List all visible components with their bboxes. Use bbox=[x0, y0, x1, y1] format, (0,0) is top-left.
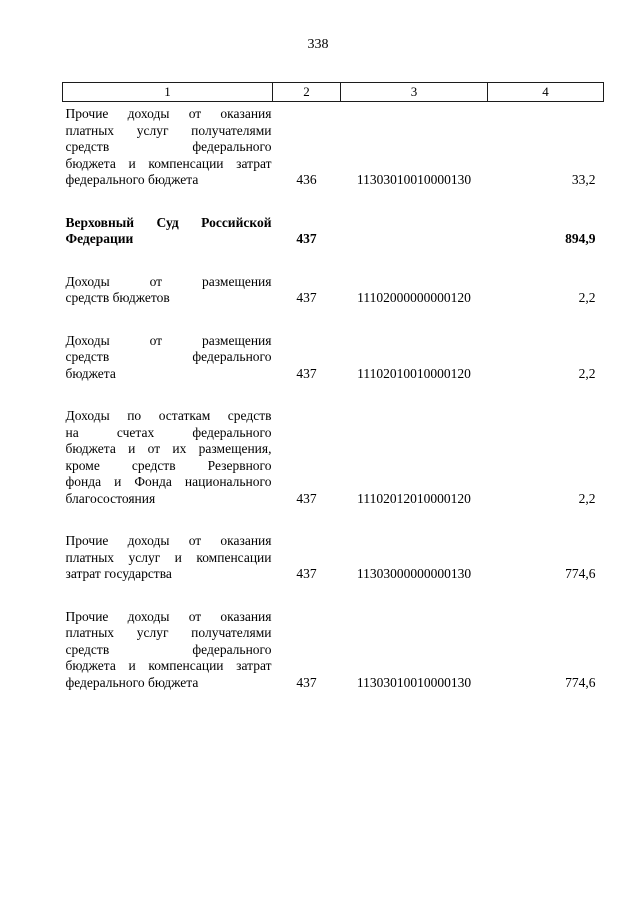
revenue-name-line: платных услуг получателями bbox=[65, 625, 272, 640]
amount-cell: 33,2 bbox=[571, 172, 596, 187]
revenue-name-line: Прочие доходы от оказания bbox=[65, 533, 272, 548]
table-row: Прочие доходы от оказания платных услуг п… bbox=[63, 102, 604, 189]
revenue-name-line: средств бюджетов bbox=[65, 290, 170, 305]
revenue-name-line: на счетах федерального bbox=[65, 424, 272, 440]
revenue-name-line: федерального бюджета bbox=[65, 172, 199, 187]
revenue-name-line: бюджета и компенсации затрат bbox=[65, 658, 272, 673]
header-col-1: 1 bbox=[62, 82, 273, 102]
revenue-name-line: затрат государства bbox=[65, 566, 172, 581]
amount-cell: 2,2 bbox=[578, 365, 596, 381]
revenue-name-cell: Верховный Суд Российской Федерации bbox=[63, 189, 273, 248]
revenue-name-line: федерального бюджета bbox=[65, 674, 199, 690]
revenue-name-cell: Прочие доходы от оказания платных услуг и… bbox=[63, 507, 273, 583]
revenue-name-line: платных услуг и компенсации bbox=[65, 549, 272, 565]
header-col-2: 2 bbox=[272, 82, 341, 102]
revenue-name-line: бюджета и от их размещения, bbox=[65, 441, 272, 456]
budget-class-code-cell: 11102012010000120 bbox=[357, 490, 471, 506]
revenue-name-line: средств федерального bbox=[65, 641, 272, 657]
table-header-row: 1 2 3 4 bbox=[62, 82, 604, 102]
table-row: Верховный Суд Российской Федерации 437 89… bbox=[63, 189, 604, 248]
budget-class-code-cell: 11102010010000120 bbox=[357, 365, 471, 381]
revenue-name-line: Прочие доходы от оказания bbox=[65, 106, 272, 121]
revenue-name-line: Верховный Суд Российской bbox=[65, 214, 272, 230]
chapter-code-cell: 437 bbox=[296, 290, 317, 305]
revenue-name-line: бюджета bbox=[65, 365, 116, 381]
revenue-name-line: кроме средств Резервного bbox=[65, 457, 272, 473]
header-col-4: 4 bbox=[487, 82, 604, 102]
revenue-name-cell: Доходы от размещения средств бюджетов bbox=[63, 248, 273, 307]
table: 1 2 3 4 Прочие доходы от оказания платных… bbox=[62, 82, 604, 691]
header-col-3: 3 bbox=[340, 82, 488, 102]
revenue-name-line: средств федерального bbox=[65, 139, 272, 154]
revenue-name-line: платных услуг получателями bbox=[65, 122, 272, 138]
amount-cell: 774,6 bbox=[565, 674, 596, 690]
revenue-name-line: фонда и Фонда национального bbox=[65, 474, 272, 489]
revenue-name-line: благосостояния bbox=[65, 490, 156, 506]
chapter-code-cell: 437 bbox=[296, 674, 317, 690]
chapter-code-cell: 437 bbox=[296, 365, 317, 381]
revenue-name-line: бюджета и компенсации затрат bbox=[65, 155, 272, 171]
budget-class-code-cell: 11102000000000120 bbox=[357, 290, 471, 305]
table-row: Прочие доходы от оказания платных услуг п… bbox=[63, 583, 604, 692]
table-row: Доходы от размещения средств бюджетов 437… bbox=[63, 248, 604, 307]
budget-revenue-table: 1 2 3 4 Прочие доходы от оказания платных… bbox=[62, 82, 604, 691]
revenue-name-line: Прочие доходы от оказания bbox=[65, 608, 272, 624]
budget-class-code-cell: 11303000000000130 bbox=[356, 566, 472, 581]
budget-class-code-cell bbox=[341, 189, 488, 248]
revenue-name-cell: Прочие доходы от оказания платных услуг п… bbox=[63, 102, 273, 189]
revenue-name-cell: Прочие доходы от оказания платных услуг п… bbox=[63, 583, 273, 692]
amount-cell: 2,2 bbox=[578, 490, 596, 506]
budget-class-code-cell: 11303010010000130 bbox=[356, 172, 472, 187]
chapter-code-cell: 437 bbox=[296, 490, 317, 506]
revenue-name-line: Федерации bbox=[65, 231, 134, 246]
revenue-name-cell: Доходы от размещения средств федерального… bbox=[63, 307, 273, 383]
chapter-code-cell: 437 bbox=[296, 566, 317, 581]
table-row: Доходы по остаткам средств на счетах феде… bbox=[63, 382, 604, 507]
budget-class-code-cell: 11303010010000130 bbox=[356, 674, 472, 690]
revenue-name-cell: Доходы по остаткам средств на счетах феде… bbox=[63, 382, 273, 507]
revenue-name-line: Доходы от размещения bbox=[65, 273, 272, 289]
table-row: Доходы от размещения средств федерального… bbox=[63, 307, 604, 383]
page-number: 338 bbox=[307, 37, 329, 52]
amount-cell: 2,2 bbox=[578, 290, 596, 305]
amount-cell: 774,6 bbox=[565, 566, 596, 581]
chapter-code-cell: 437 bbox=[296, 231, 317, 246]
amount-cell: 894,9 bbox=[565, 231, 596, 246]
revenue-name-line: Доходы по остаткам средств bbox=[65, 408, 272, 423]
chapter-code-cell: 436 bbox=[296, 172, 317, 187]
revenue-name-line: средств федерального bbox=[65, 349, 272, 364]
table-row: Прочие доходы от оказания платных услуг и… bbox=[63, 507, 604, 583]
revenue-name-line: Доходы от размещения bbox=[65, 332, 272, 348]
